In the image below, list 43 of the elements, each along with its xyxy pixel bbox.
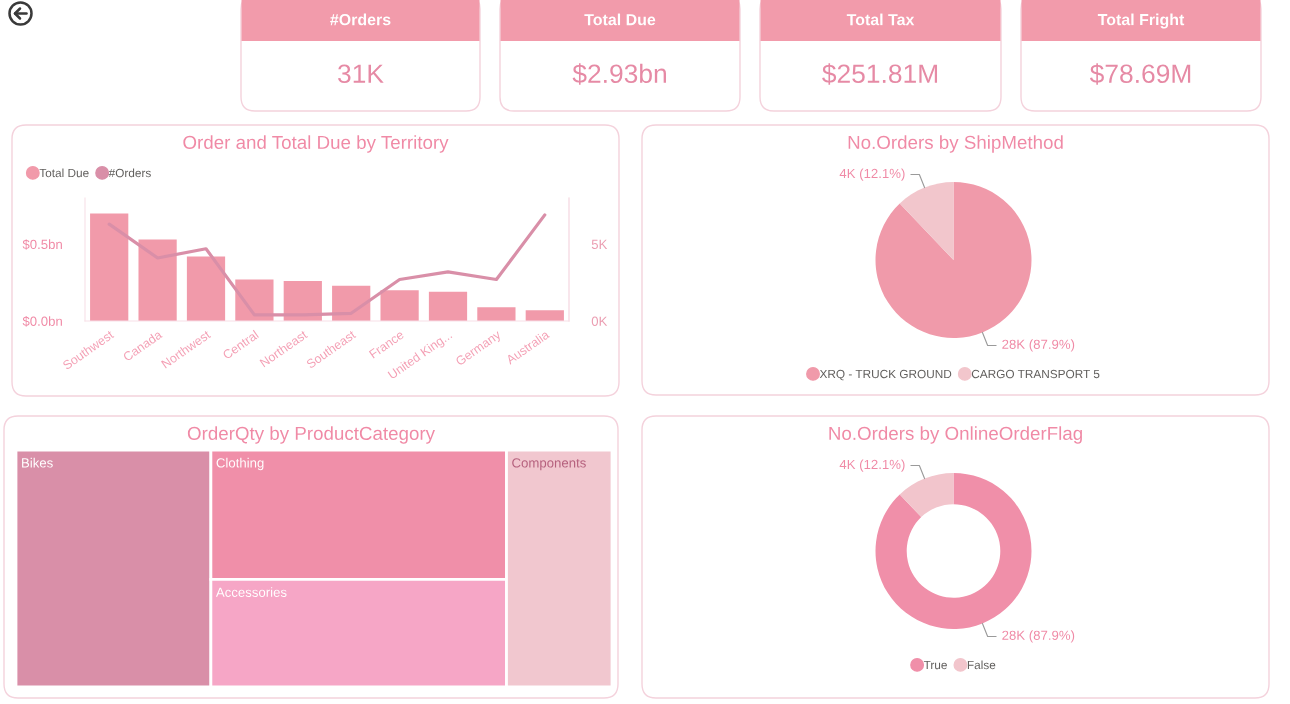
legend-label: CARGO TRANSPORT 5 (971, 369, 1100, 379)
bar (428, 291, 468, 321)
legend-label: False (967, 660, 996, 670)
donut-slice (899, 473, 954, 518)
line-series (107, 213, 547, 317)
category-label: Bikes (22, 457, 53, 468)
bar (283, 281, 322, 321)
bar (138, 239, 177, 321)
bar (186, 256, 226, 321)
category-label: Clothing (216, 457, 264, 471)
text: Total Due (584, 13, 656, 26)
category-label: Components (512, 458, 586, 471)
chart-title: No.Orders by ShipMethod (848, 135, 1063, 153)
y2-tick-label: 0K (591, 316, 608, 326)
bar (380, 290, 419, 321)
category-label: Accessories (215, 587, 287, 597)
text: Total Tax (846, 13, 915, 26)
bar (477, 307, 516, 321)
text: $251.81M (822, 63, 938, 85)
pie-slice (899, 182, 954, 260)
bar (90, 213, 129, 321)
data-label: 28K (87.9%) (1002, 630, 1075, 643)
y-tick-label: $0.0bn (22, 316, 62, 327)
data-label: 28K (87.9%) (1002, 339, 1075, 352)
y2-tick-label: 5K (591, 239, 608, 250)
data-label: 4K (12.1%) (839, 459, 905, 472)
text: 31K (338, 64, 384, 84)
text: $2.93bn (572, 63, 666, 85)
donut-slice (875, 473, 1032, 629)
chart-title: No.Orders by OnlineOrderFlag (829, 426, 1082, 444)
legend-label: XRQ - TRUCK GROUND (819, 369, 952, 381)
y-tick-label: $0.5bn (22, 239, 62, 250)
legend-label: #Orders (108, 168, 151, 178)
legend-label: True (923, 660, 947, 670)
legend-label: Total Due (39, 168, 89, 178)
text: OrderQty by ProductCategory (187, 426, 435, 444)
chart-title: Order and Total Due by Territory (183, 135, 449, 153)
data-label: 4K (12.1%) (839, 168, 905, 181)
text: #Orders (330, 13, 391, 26)
pie-slice (875, 182, 1032, 338)
text: $78.69M (1089, 63, 1191, 85)
bar (525, 310, 564, 321)
text: Total Fright (1097, 13, 1185, 29)
